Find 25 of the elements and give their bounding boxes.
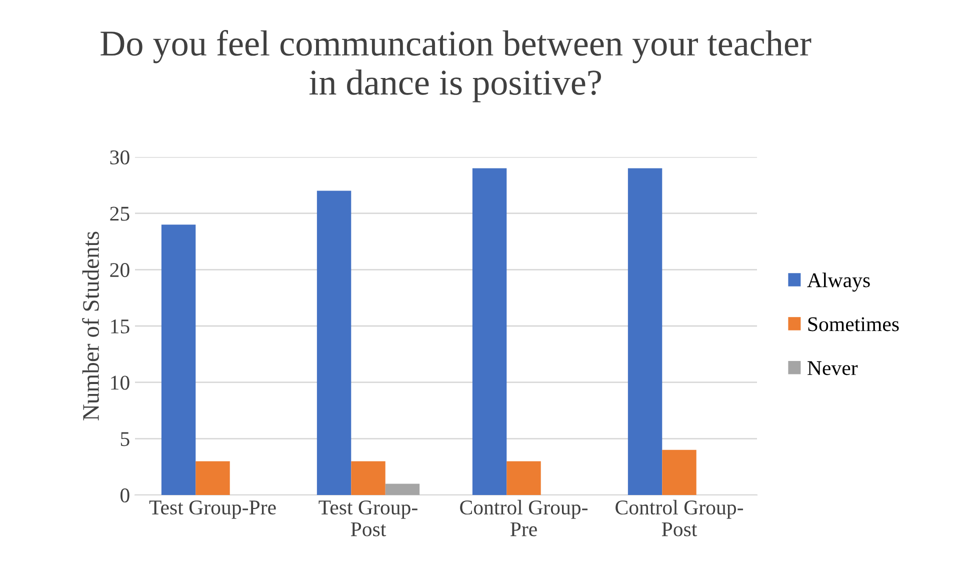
bar — [506, 461, 541, 495]
bar — [161, 224, 196, 495]
y-tick-label: 30 — [110, 150, 130, 164]
x-tick-label: Control Group- Post — [616, 500, 744, 536]
y-axis-title: Number of Students — [82, 232, 99, 420]
y-tick-label: 5 — [120, 432, 130, 446]
legend-label: Sometimes — [808, 317, 899, 332]
x-tick-label: Test Group-Pre — [149, 500, 276, 519]
bar — [385, 484, 420, 495]
bar — [316, 190, 352, 495]
y-tick-label: 20 — [110, 263, 130, 278]
x-tick-label: Control Group- Pre — [460, 500, 588, 536]
bar — [662, 450, 696, 495]
bar — [351, 461, 386, 495]
bar — [628, 168, 662, 495]
x-tick-label: Test Group- Post — [318, 500, 418, 536]
legend-label: Never — [808, 361, 858, 376]
y-tick-label: 10 — [111, 376, 130, 390]
bar — [472, 168, 507, 495]
y-tick-label: 25 — [110, 206, 130, 221]
bar — [196, 461, 230, 495]
y-tick-label: 0 — [120, 488, 130, 502]
legend-label: Always — [807, 272, 870, 292]
chart-title: Do you feel communcation between your teacher in dance is positive? — [100, 30, 812, 102]
y-tick-label: 15 — [111, 319, 130, 334]
